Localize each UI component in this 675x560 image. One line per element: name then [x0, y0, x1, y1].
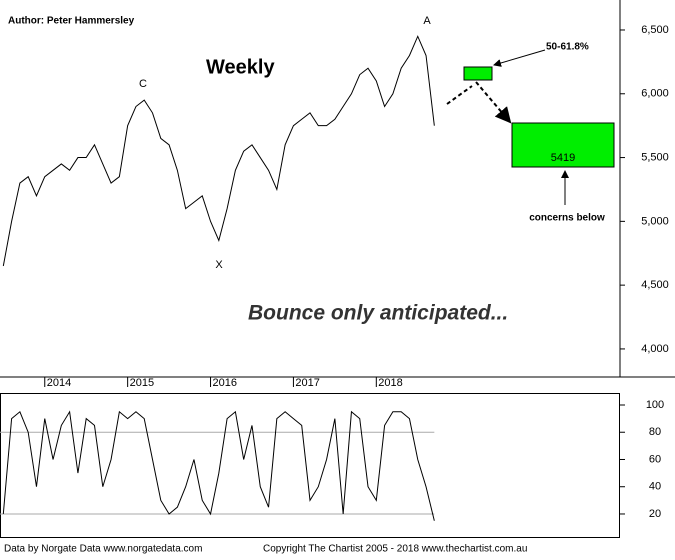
level-label: 5419	[551, 152, 575, 164]
y-tick-label: 4,500	[641, 279, 669, 291]
x-tick-label: 2016	[213, 377, 237, 389]
y-tick-label: 6,500	[641, 24, 669, 36]
target-box	[511, 122, 615, 168]
y-tick-label: 60	[649, 453, 661, 465]
headline: Bounce only anticipated...	[248, 302, 508, 325]
y-tick-label: 40	[649, 481, 661, 493]
projection	[475, 81, 512, 124]
price-line	[2, 35, 435, 267]
y-tick-label: 6,000	[641, 88, 669, 100]
price-line	[2, 410, 435, 521]
chart-title: Weekly	[206, 56, 275, 78]
concerns-label: concerns below	[529, 213, 605, 224]
target-box	[463, 66, 493, 81]
y-tick-label: 5,000	[641, 215, 669, 227]
projection	[446, 85, 473, 105]
x-tick-label: 2014	[47, 377, 71, 389]
y-tick-label: 80	[649, 426, 661, 438]
wave-label: A	[423, 15, 431, 27]
target-label: 50-61.8%	[546, 42, 589, 53]
y-tick-label: 100	[646, 399, 664, 411]
x-tick-label: 2015	[130, 377, 154, 389]
wave-label: C	[139, 78, 147, 90]
footer: Copyright The Chartist 2005 - 2018 www.t…	[263, 544, 527, 555]
author: Author: Peter Hammersley	[8, 16, 135, 27]
wave-label: X	[215, 259, 223, 271]
y-tick-label: 5,500	[641, 151, 669, 163]
panel-border	[0, 393, 620, 538]
footer: Data by Norgate Data www.norgatedata.com	[4, 544, 202, 555]
x-tick-label: 2018	[378, 377, 402, 389]
arrow	[493, 49, 546, 67]
y-tick-label: 20	[649, 508, 661, 520]
y-tick-label: 4,000	[641, 343, 669, 355]
x-tick-label: 2017	[295, 377, 319, 389]
